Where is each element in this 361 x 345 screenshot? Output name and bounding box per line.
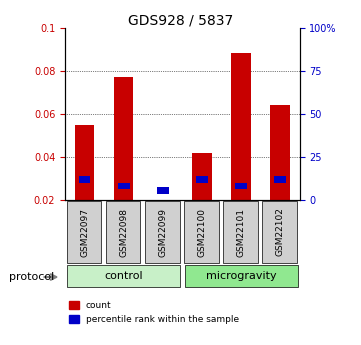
FancyBboxPatch shape — [223, 201, 258, 263]
Bar — [235, 183, 247, 189]
FancyBboxPatch shape — [184, 201, 219, 263]
Text: control: control — [104, 271, 143, 281]
Bar — [157, 187, 169, 194]
Text: GSM22100: GSM22100 — [197, 207, 206, 257]
Text: microgravity: microgravity — [206, 271, 276, 281]
FancyBboxPatch shape — [262, 201, 297, 263]
Bar — [274, 176, 286, 183]
Text: GSM22097: GSM22097 — [80, 207, 89, 257]
FancyBboxPatch shape — [67, 265, 179, 287]
Bar — [79, 176, 90, 183]
Legend: count, percentile rank within the sample: count, percentile rank within the sample — [70, 301, 239, 324]
Bar — [192, 152, 212, 200]
Text: GSM22102: GSM22102 — [275, 208, 284, 256]
Bar — [114, 77, 134, 200]
FancyBboxPatch shape — [185, 265, 298, 287]
Text: GSM22099: GSM22099 — [158, 207, 167, 257]
Bar — [231, 53, 251, 200]
FancyBboxPatch shape — [145, 201, 179, 263]
Bar — [196, 176, 208, 183]
Bar — [118, 183, 130, 189]
Bar — [75, 125, 94, 200]
Bar — [270, 105, 290, 200]
Text: protocol: protocol — [9, 272, 54, 282]
Text: GDS928 / 5837: GDS928 / 5837 — [128, 14, 233, 28]
FancyBboxPatch shape — [106, 201, 140, 263]
Text: GSM22098: GSM22098 — [119, 207, 128, 257]
Text: GSM22101: GSM22101 — [236, 207, 245, 257]
FancyBboxPatch shape — [67, 201, 101, 263]
